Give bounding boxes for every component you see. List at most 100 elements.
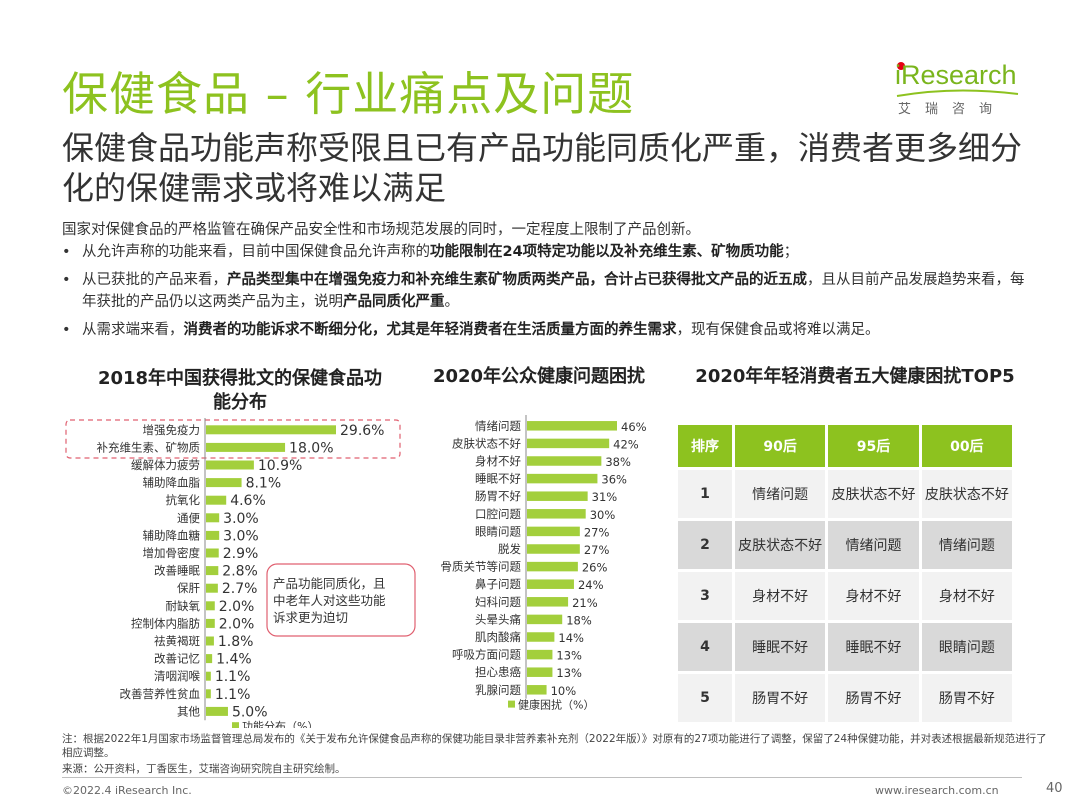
table-row: 1 情绪问题 皮肤状态不好 皮肤状态不好: [678, 470, 1012, 518]
bar: [527, 614, 563, 625]
value-label: 2.8%: [222, 564, 258, 580]
annotation-text: 产品功能同质化，且中老年人对这些功能诉求更为迫切: [273, 576, 386, 625]
table-row: 5 肠胃不好 肠胃不好 肠胃不好: [678, 674, 1012, 722]
bar: [206, 689, 211, 699]
bar: [206, 442, 286, 452]
table-cell: 3: [678, 572, 732, 620]
legend-label: 健康困扰（%）: [518, 698, 594, 712]
category-label: 呼吸方面问题: [452, 648, 521, 662]
table-row: 3 身材不好 身材不好 身材不好: [678, 572, 1012, 620]
table-row: 2 皮肤状态不好 情绪问题 情绪问题: [678, 521, 1012, 569]
value-label: 3.0%: [223, 511, 259, 527]
value-label: 30%: [590, 508, 616, 522]
page-subtitle: 保健食品功能声称受限且已有产品功能同质化严重，消费者更多细分化的保健需求或将难以…: [62, 129, 1023, 207]
bar: [527, 544, 580, 554]
table-cell: 皮肤状态不好: [735, 521, 826, 569]
bar: [206, 425, 336, 435]
value-label: 36%: [601, 473, 627, 487]
bar: [527, 579, 574, 589]
bar: [527, 421, 617, 431]
bar: [206, 530, 220, 540]
category-label: 控制体内脂肪: [131, 616, 200, 630]
bar: [206, 706, 228, 716]
logo-wordmark: iResearch: [895, 60, 1017, 90]
value-label: 26%: [582, 561, 608, 575]
category-label: 皮肤状态不好: [452, 436, 521, 450]
table-cell: 情绪问题: [921, 521, 1012, 569]
value-label: 27%: [584, 543, 610, 557]
category-label: 通便: [177, 511, 200, 525]
table-cell: 身材不好: [921, 572, 1012, 620]
source-note: 来源：公开资料，丁香医生，艾瑞咨询研究院自主研究绘制。: [62, 763, 346, 775]
table-cell: 皮肤状态不好: [921, 470, 1012, 518]
column-header: 90后: [735, 425, 826, 467]
legend-swatch: [508, 700, 515, 708]
table-cell: 2: [678, 521, 732, 569]
bar: [206, 513, 220, 523]
category-label: 缓解体力疲劳: [131, 458, 200, 472]
value-label: 18%: [566, 613, 592, 627]
category-label: 增加骨密度: [143, 546, 201, 560]
value-label: 14%: [558, 631, 584, 645]
category-label: 保肝: [177, 581, 200, 595]
category-label: 脱发: [498, 542, 521, 556]
footer-divider: [62, 777, 1022, 778]
bar: [206, 654, 213, 664]
category-label: 肠胃不好: [475, 489, 521, 503]
bar: [206, 478, 242, 488]
category-label: 改善记忆: [154, 652, 200, 666]
value-label: 27%: [584, 525, 610, 539]
value-label: 4.6%: [230, 493, 266, 509]
column-header: 00后: [921, 425, 1012, 467]
bar: [206, 583, 218, 593]
value-label: 1.4%: [216, 652, 252, 668]
bar: [206, 671, 211, 681]
table-cell: 4: [678, 623, 732, 671]
value-label: 1.8%: [218, 634, 254, 650]
category-label: 头晕头痛: [475, 612, 521, 626]
website-link[interactable]: www.iresearch.com.cn: [875, 784, 999, 797]
bar: [527, 667, 553, 677]
value-label: 42%: [613, 437, 639, 451]
logo-chinese: 艾瑞咨询: [898, 102, 1007, 117]
bar: [527, 491, 588, 501]
bullet-item-1: • 从允许声称的功能来看，目前中国保健食品允许声称的功能限制在24项特定功能以及…: [62, 244, 799, 260]
table-cell: 肠胃不好: [921, 674, 1012, 722]
value-label: 10%: [551, 684, 577, 698]
table-cell: 肠胃不好: [828, 674, 919, 722]
category-label: 辅助降血脂: [143, 476, 201, 490]
value-label: 8.1%: [246, 476, 282, 492]
bar: [527, 649, 553, 660]
category-label: 其他: [177, 704, 200, 718]
value-label: 2.9%: [223, 546, 259, 562]
value-label: 5.0%: [232, 704, 268, 720]
value-label: 46%: [621, 420, 647, 434]
bar: [527, 456, 602, 466]
category-label: 辅助降血糖: [143, 528, 201, 542]
bar: [206, 548, 219, 558]
table-cell: 皮肤状态不好: [828, 470, 919, 518]
bar: [527, 597, 569, 607]
category-label: 改善睡眠: [154, 564, 200, 578]
category-label: 睡眠不好: [475, 472, 521, 486]
intro-text: 国家对保健食品的严格监管在确保产品安全性和市场规范发展的同时，一定程度上限制了产…: [62, 222, 700, 238]
bar: [527, 561, 578, 572]
category-label: 肌肉酸痛: [475, 630, 521, 644]
table-cell: 5: [678, 674, 732, 722]
category-label: 耐缺氧: [166, 599, 201, 613]
column-header: 95后: [828, 425, 919, 467]
table-cell: 睡眠不好: [828, 623, 919, 671]
category-label: 补充维生素、矿物质: [97, 440, 201, 454]
table-cell: 睡眠不好: [735, 623, 826, 671]
value-label: 18.0%: [289, 440, 333, 456]
table-header-row: 排序 90后 95后 00后: [678, 425, 1012, 467]
category-label: 鼻子问题: [475, 577, 521, 591]
table-cell: 情绪问题: [828, 521, 919, 569]
value-label: 2.0%: [219, 616, 255, 632]
bar: [206, 495, 227, 505]
value-label: 31%: [592, 490, 618, 504]
table-cell: 眼睛问题: [921, 623, 1012, 671]
table-title: 2020年年轻消费者五大健康困扰TOP5: [695, 366, 1015, 387]
category-label: 担心患癌: [475, 665, 521, 679]
value-label: 2.0%: [219, 599, 255, 615]
